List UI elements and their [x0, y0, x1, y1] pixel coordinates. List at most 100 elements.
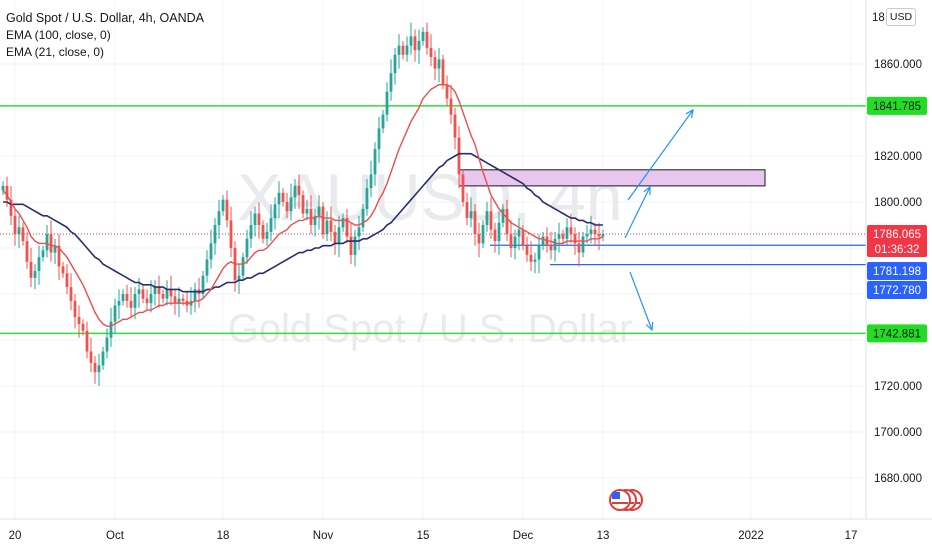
candle-body [337, 227, 341, 244]
candle-body [37, 257, 41, 271]
candle-body [417, 41, 421, 51]
symbol-title[interactable]: Gold Spot / U.S. Dollar, 4h, OANDA [6, 11, 204, 25]
candle-body [357, 227, 361, 237]
arrow-up-short-head[interactable] [643, 185, 651, 196]
candle-body [117, 300, 121, 306]
candle-body [433, 57, 437, 69]
candle-body [25, 241, 29, 262]
candle-body [397, 45, 401, 55]
candle-body [537, 245, 541, 260]
candle-body [81, 323, 85, 331]
us-events-icon[interactable] [609, 489, 643, 511]
ema100-line [3, 152, 603, 293]
candle-body [45, 234, 49, 251]
zone-rect[interactable] [458, 169, 766, 187]
horizontal-levels[interactable] [0, 105, 866, 335]
candle-body [549, 245, 553, 251]
time-axis[interactable]: 20 Oct 18 Nov 15 Dec 13 2022 17 [9, 530, 858, 542]
candle-body [581, 236, 585, 253]
candle-body [325, 220, 329, 235]
candle-body [449, 98, 453, 115]
candle-body [521, 229, 525, 246]
candle-body [513, 236, 517, 248]
candle-body [541, 236, 545, 246]
price-tick: 1820.000 [874, 151, 922, 163]
candle-body [245, 238, 249, 258]
candle-body [321, 206, 325, 235]
indicator-ema21[interactable]: EMA (21, close, 0) [6, 45, 105, 59]
candle-body [53, 245, 57, 253]
candle-body [5, 185, 9, 200]
arrow-down[interactable] [629, 271, 653, 331]
currency-button[interactable]: USD [886, 8, 916, 26]
candle-body [369, 174, 373, 189]
candle-body [165, 289, 169, 299]
candle-body [161, 294, 165, 299]
candle-body [97, 365, 101, 373]
candle-body [381, 114, 385, 129]
candle-body [169, 289, 173, 297]
candle-body [285, 202, 289, 212]
candle-body [601, 234, 605, 237]
candle-body [65, 273, 69, 288]
candle-body [441, 59, 445, 85]
candle-body [213, 225, 217, 244]
candle-body [481, 225, 485, 244]
candle-body [33, 271, 37, 278]
arrow-up-long-head[interactable] [685, 108, 694, 118]
arrow-up-long[interactable] [627, 109, 694, 201]
candle-body [389, 73, 393, 92]
candle-body [41, 250, 45, 258]
indicator-ema100[interactable]: EMA (100, close, 0) [6, 28, 111, 42]
candle-body [377, 128, 381, 150]
candle-body [577, 243, 581, 253]
candle-body [281, 192, 285, 202]
candle-body [249, 225, 253, 239]
label-level-lower: 1772.780 [873, 285, 921, 297]
time-tick: Dec [513, 530, 534, 542]
resistance-zone[interactable] [458, 169, 766, 187]
candle-body [101, 351, 105, 366]
candlesticks [1, 22, 605, 386]
candle-body [445, 84, 449, 99]
label-level-upper: 1781.198 [873, 266, 921, 278]
price-axis[interactable]: 1860.000 1820.000 1800.000 1720.000 1700.000… [872, 12, 922, 485]
price-tick: 1860.000 [874, 59, 922, 71]
candle-body [401, 45, 405, 55]
candle-body [405, 45, 409, 55]
candle-body [105, 337, 109, 352]
label-level-lower-bg [867, 281, 927, 299]
arrow-up-short[interactable] [624, 186, 651, 239]
chart-legend: Gold Spot / U.S. Dollar, 4h, OANDA EMA (… [6, 10, 204, 61]
label-level-upper-bg [867, 262, 927, 280]
candle-body [221, 199, 225, 212]
candle-body [241, 257, 245, 276]
candle-body [425, 31, 429, 48]
candle-body [177, 298, 181, 304]
candle-body [277, 192, 281, 205]
candle-body [553, 238, 557, 251]
candle-body [569, 227, 573, 235]
label-support-bg [867, 324, 927, 343]
candle-body [17, 227, 21, 235]
projection-arrows[interactable] [624, 108, 694, 332]
candle-body [49, 234, 53, 253]
price-tick: 1720.000 [874, 381, 922, 393]
time-tick: 20 [9, 530, 22, 542]
candle-body [145, 298, 149, 304]
price-tick: 1680.000 [874, 473, 922, 485]
candle-body [589, 229, 593, 235]
candle-body [413, 36, 417, 51]
label-resistance: 1841.785 [873, 101, 921, 113]
candle-body [193, 289, 197, 301]
candle-body [13, 215, 17, 235]
candle-body [341, 218, 345, 228]
candle-body [333, 231, 337, 244]
candle-body [469, 211, 473, 219]
candle-body [229, 220, 233, 248]
candle-body [57, 245, 61, 267]
arrow-down-head[interactable] [645, 321, 654, 332]
candle-body [77, 317, 81, 324]
time-tick: 13 [597, 530, 610, 542]
